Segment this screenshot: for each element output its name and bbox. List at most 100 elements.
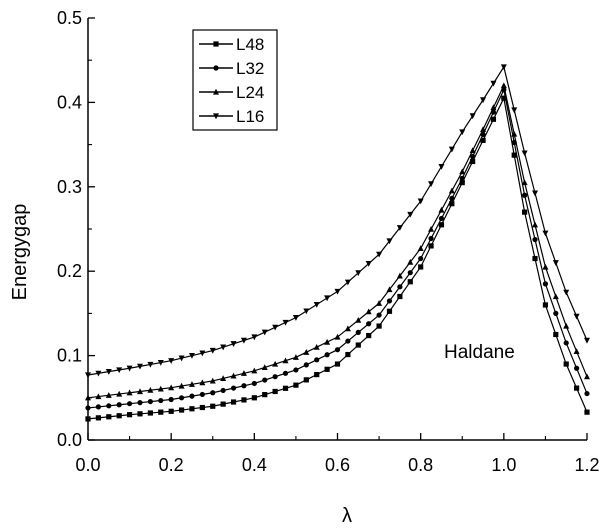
data-point: [407, 211, 414, 218]
data-point: [407, 270, 413, 276]
legend-item-l24: L24: [199, 83, 264, 102]
data-point: [293, 382, 299, 388]
data-point: [573, 348, 580, 354]
data-point: [344, 279, 351, 286]
data-point: [334, 333, 341, 340]
legend-label: L24: [236, 83, 264, 102]
data-point: [448, 187, 455, 194]
legend-marker: [213, 113, 219, 120]
data-point: [251, 395, 257, 401]
series-l48: [85, 95, 590, 422]
data-point: [137, 411, 143, 417]
data-point: [314, 371, 320, 378]
data-point: [303, 308, 310, 315]
legend-box: [192, 29, 278, 131]
legend-label: L16: [236, 107, 264, 126]
data-point: [542, 263, 549, 270]
legend-label: L48: [236, 35, 264, 54]
data-point: [241, 383, 247, 389]
x-tick-label: 0.4: [242, 455, 267, 475]
data-point: [178, 382, 185, 389]
data-point: [366, 332, 372, 339]
data-point: [95, 415, 101, 421]
data-point: [521, 150, 528, 157]
data-point: [386, 298, 393, 304]
data-point: [314, 357, 320, 363]
data-point: [251, 380, 257, 387]
data-point: [292, 354, 299, 360]
legend-marker: [213, 88, 219, 95]
data-point: [345, 338, 351, 344]
data-point: [240, 337, 247, 344]
data-point: [396, 225, 403, 231]
data-point: [355, 329, 361, 335]
data-point: [210, 403, 216, 409]
data-point: [459, 129, 466, 136]
legend-item-l48: L48: [199, 35, 264, 54]
data-point: [490, 104, 497, 111]
data-point: [261, 364, 268, 371]
data-point: [428, 181, 435, 188]
series-l16: [85, 64, 590, 379]
data-point: [563, 340, 569, 346]
data-point: [365, 261, 372, 267]
data-point: [272, 374, 278, 380]
data-point: [241, 397, 247, 403]
data-point: [428, 235, 434, 242]
data-point: [282, 357, 289, 364]
data-point: [282, 370, 289, 376]
data-point: [251, 367, 258, 374]
data-point: [480, 126, 487, 133]
data-point: [428, 243, 434, 249]
data-point: [428, 226, 435, 232]
data-point: [574, 365, 580, 371]
data-point: [324, 366, 330, 372]
data-point: [521, 179, 528, 186]
x-tick-label: 1.2: [574, 455, 599, 475]
data-point: [490, 116, 497, 122]
data-point: [584, 409, 590, 415]
data-point: [324, 295, 331, 302]
data-point: [106, 414, 112, 420]
data-point: [511, 130, 518, 137]
data-point: [438, 222, 445, 228]
data-point: [178, 407, 185, 413]
data-point: [397, 284, 403, 290]
y-tick-label: 0.0: [57, 430, 82, 450]
data-point: [199, 350, 206, 357]
data-point: [199, 379, 206, 386]
series-line-l48: [87, 96, 588, 420]
data-point: [511, 152, 517, 158]
data-point: [95, 393, 102, 400]
y-tick-label: 0.5: [57, 8, 82, 28]
data-point: [553, 310, 559, 316]
data-point: [417, 245, 424, 252]
data-point: [168, 384, 175, 391]
data-point: [147, 398, 153, 405]
data-point: [355, 316, 362, 323]
data-point: [220, 401, 226, 407]
data-point: [500, 82, 507, 89]
data-point: [532, 255, 538, 262]
data-point: [95, 370, 102, 377]
data-point: [220, 387, 226, 394]
data-point: [147, 387, 154, 393]
data-point: [407, 258, 414, 265]
haldane-annotation: Haldane: [444, 342, 515, 363]
data-point: [303, 349, 310, 355]
data-point: [522, 209, 528, 215]
data-point: [365, 308, 372, 315]
x-tick-label: 1.0: [491, 455, 516, 475]
data-point: [417, 198, 424, 205]
data-point: [396, 272, 403, 279]
data-point: [532, 236, 538, 243]
data-point: [106, 403, 112, 409]
data-point: [158, 397, 164, 404]
data-point: [147, 410, 153, 416]
data-point: [199, 391, 205, 398]
legend-marker: [213, 41, 219, 47]
data-point: [220, 375, 227, 381]
data-point: [438, 206, 445, 213]
data-point: [168, 396, 174, 403]
legend-item-l16: L16: [199, 107, 264, 126]
